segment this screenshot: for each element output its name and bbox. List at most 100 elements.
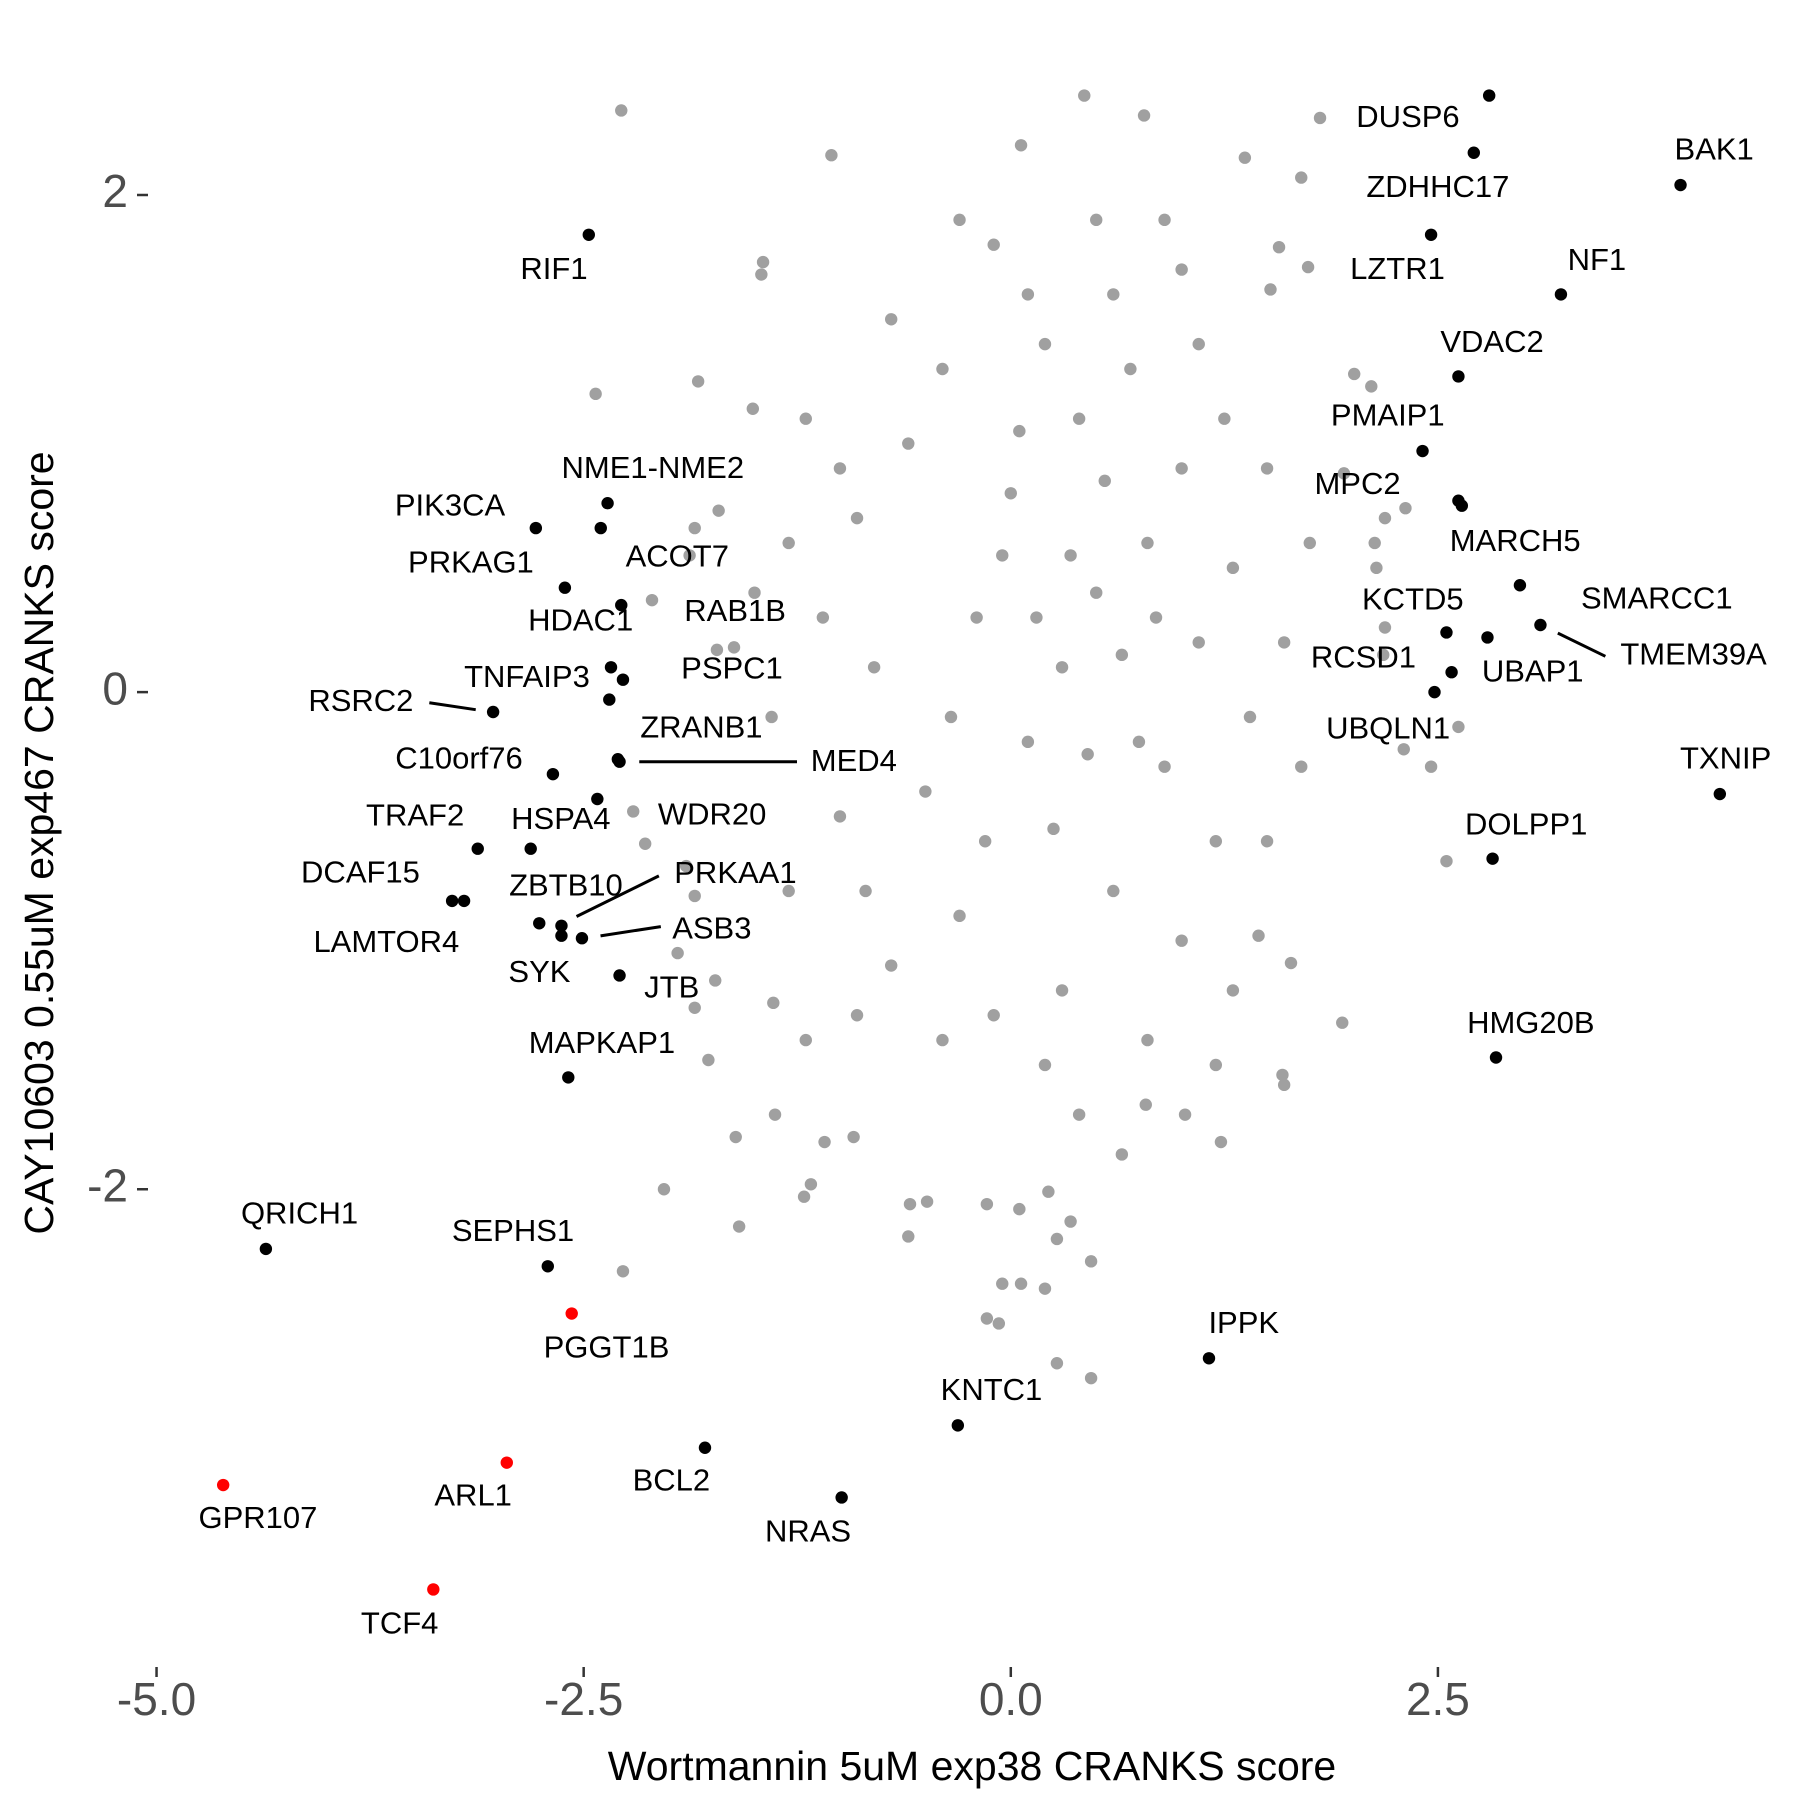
point-label: SEPHS1: [452, 1213, 574, 1248]
point: [1303, 536, 1316, 550]
point: [1238, 151, 1252, 164]
point: [541, 1260, 554, 1273]
point: [1115, 648, 1129, 662]
point: [859, 884, 872, 898]
point: [1132, 735, 1146, 749]
point-label: HMG20B: [1467, 1005, 1594, 1040]
point: [216, 1478, 230, 1492]
leader-line: [429, 701, 476, 712]
point-label: MARCH5: [1450, 523, 1581, 558]
point: [996, 1277, 1009, 1290]
point: [1337, 467, 1351, 480]
point-label: TMEM39A: [1620, 637, 1767, 672]
point: [1276, 1068, 1289, 1082]
point: [867, 661, 881, 674]
point: [825, 149, 838, 162]
point: [1081, 748, 1094, 761]
point-label: KCTD5: [1362, 581, 1464, 616]
point: [1158, 760, 1171, 773]
point-label: QRICH1: [241, 1195, 358, 1230]
leader-line: [600, 925, 662, 938]
point: [816, 611, 830, 624]
point: [712, 504, 725, 517]
point: [729, 1130, 742, 1144]
point-label: LAMTOR4: [313, 924, 459, 959]
point: [833, 462, 847, 475]
point: [1050, 1232, 1064, 1246]
point: [1115, 1148, 1129, 1161]
point: [691, 375, 705, 388]
point-label: DUSP6: [1356, 99, 1459, 134]
point: [1030, 611, 1043, 624]
point-label: TCF4: [361, 1606, 439, 1641]
point: [1455, 499, 1469, 512]
point: [1107, 288, 1120, 301]
point: [616, 673, 630, 686]
point: [657, 1183, 671, 1196]
point: [903, 1197, 917, 1211]
point: [546, 767, 560, 781]
point: [1486, 852, 1499, 865]
point: [987, 238, 1000, 251]
point-label: ASB3: [672, 910, 751, 945]
point: [1397, 743, 1410, 756]
point: [1021, 288, 1035, 301]
point: [533, 917, 546, 930]
point: [565, 1307, 578, 1320]
point-label: RAB1B: [684, 593, 786, 628]
point: [1013, 424, 1026, 438]
point: [980, 1312, 994, 1325]
point-label: PSPC1: [681, 651, 783, 686]
point: [1440, 626, 1453, 639]
point: [1365, 380, 1378, 393]
point: [727, 641, 741, 654]
point: [765, 710, 778, 724]
point: [1272, 240, 1286, 254]
point-label: HDAC1: [528, 603, 633, 638]
point: [1192, 337, 1205, 351]
point: [1137, 109, 1151, 122]
point-label: PIK3CA: [395, 487, 506, 522]
point: [688, 1001, 701, 1014]
point: [688, 889, 701, 903]
point: [603, 693, 616, 706]
point: [1445, 666, 1458, 679]
point-label: SMARCC1: [1581, 581, 1733, 616]
point: [1124, 362, 1137, 376]
point: [679, 859, 693, 873]
point: [555, 929, 568, 942]
point: [562, 1071, 575, 1084]
point-label: TRAF2: [366, 798, 464, 833]
point: [591, 792, 604, 806]
point: [471, 842, 484, 855]
point: [1348, 367, 1361, 381]
x-tick-label: -5.0: [117, 1673, 196, 1725]
point: [457, 894, 471, 908]
point: [486, 705, 500, 719]
point: [835, 1491, 848, 1504]
point: [1428, 685, 1441, 699]
point: [920, 1195, 934, 1208]
point: [1214, 1135, 1228, 1149]
point: [1014, 1277, 1028, 1290]
point: [594, 521, 607, 535]
point: [627, 805, 640, 818]
point: [1055, 984, 1069, 997]
point: [1452, 370, 1465, 383]
point: [978, 835, 992, 848]
point: [1064, 1215, 1077, 1228]
point: [645, 593, 659, 607]
point: [1072, 1108, 1086, 1121]
point: [1226, 984, 1240, 997]
point: [1139, 1098, 1152, 1111]
point-label: ARL1: [434, 1478, 512, 1513]
point-label: ACOT7: [626, 538, 729, 573]
point: [615, 104, 628, 117]
point-label: MPC2: [1314, 466, 1400, 501]
point: [1336, 1016, 1349, 1029]
point: [613, 969, 626, 982]
point-label: TXNIP: [1680, 741, 1771, 776]
point-label: IPPK: [1208, 1305, 1279, 1340]
point-label: PMAIP1: [1331, 398, 1445, 433]
point: [1226, 561, 1240, 575]
